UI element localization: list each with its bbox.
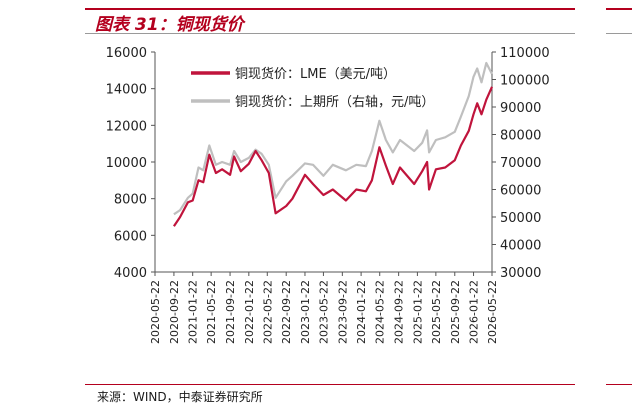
y-right-tick-label: 50000 [500,211,541,226]
x-tick-label: 2022-01-22 [243,280,256,344]
x-tick-label: 2024-09-22 [393,280,406,344]
y-right-tick-label: 30000 [500,266,541,281]
y-right-tick-label: 100000 [500,74,550,89]
legend-label-lme: 铜现货价：LME（美元/吨） [235,66,396,82]
y-right-tick-label: 70000 [500,156,541,171]
y-right-tick-label: 90000 [500,101,541,116]
chart-axes: 4000 6000 8000 10000 12000 14000 16000 30000 400… [106,46,550,344]
x-tick-label: 2024-05-22 [374,280,387,344]
y-left-tick-label: 14000 [106,83,147,98]
x-tick-label: 2023-05-22 [317,280,330,344]
x-tick-label: 2021-01-22 [187,280,200,344]
y-left-tick-label: 16000 [106,46,147,61]
y-left-tick-label: 12000 [106,119,147,134]
y-right-tick-label: 40000 [500,239,541,254]
series-shfe-line [173,61,493,216]
title-divider-adjacent [606,33,632,34]
title-divider [85,33,575,34]
legend-label-shfe: 铜现货价：上期所（右轴，元/吨） [235,94,434,110]
x-tick-label: 2026-05-22 [486,280,499,344]
x-tick-label: 2022-09-22 [280,280,293,344]
x-tick-label: 2023-09-22 [336,280,349,344]
chart-legend: 铜现货价：LME（美元/吨） 铜现货价：上期所（右轴，元/吨） [191,66,434,110]
x-tick-label: 2020-09-22 [168,280,181,344]
x-tick-label: 2023-01-22 [299,280,312,344]
copper-spot-price-chart: 4000 6000 8000 10000 12000 14000 16000 30000 400… [106,46,550,344]
chart-series-layer [172,61,494,227]
x-tick-label: 2025-09-22 [449,280,462,344]
x-tick-label: 2020-05-22 [149,280,162,344]
y-left-tick-label: 10000 [106,156,147,171]
y-left-tick-label: 8000 [114,193,147,208]
x-tick-label: 2026-01-22 [468,280,481,344]
x-tick-label: 2025-05-22 [430,280,443,344]
x-tick-label: 2021-09-22 [224,280,237,344]
x-tick-label: 2022-05-22 [261,280,274,344]
figure-title: 图表 31：铜现货价 [95,15,244,35]
x-tick-label: 2021-05-22 [205,280,218,344]
header-rule [85,8,575,10]
y-right-tick-label: 110000 [500,46,550,61]
x-tick-label: 2025-01-22 [411,280,424,344]
footer-rule-adjacent [606,384,632,385]
x-tick-label: 2024-01-22 [355,280,368,344]
footer-rule [85,384,575,385]
y-right-tick-label: 60000 [500,184,541,199]
header-rule-adjacent [606,8,632,10]
series-lme-line [172,86,494,227]
y-left-tick-label: 6000 [114,229,147,244]
y-right-tick-label: 80000 [500,129,541,144]
y-left-tick-label: 4000 [114,266,147,281]
source-note: 来源：WIND，中泰证券研究所 [97,390,263,404]
